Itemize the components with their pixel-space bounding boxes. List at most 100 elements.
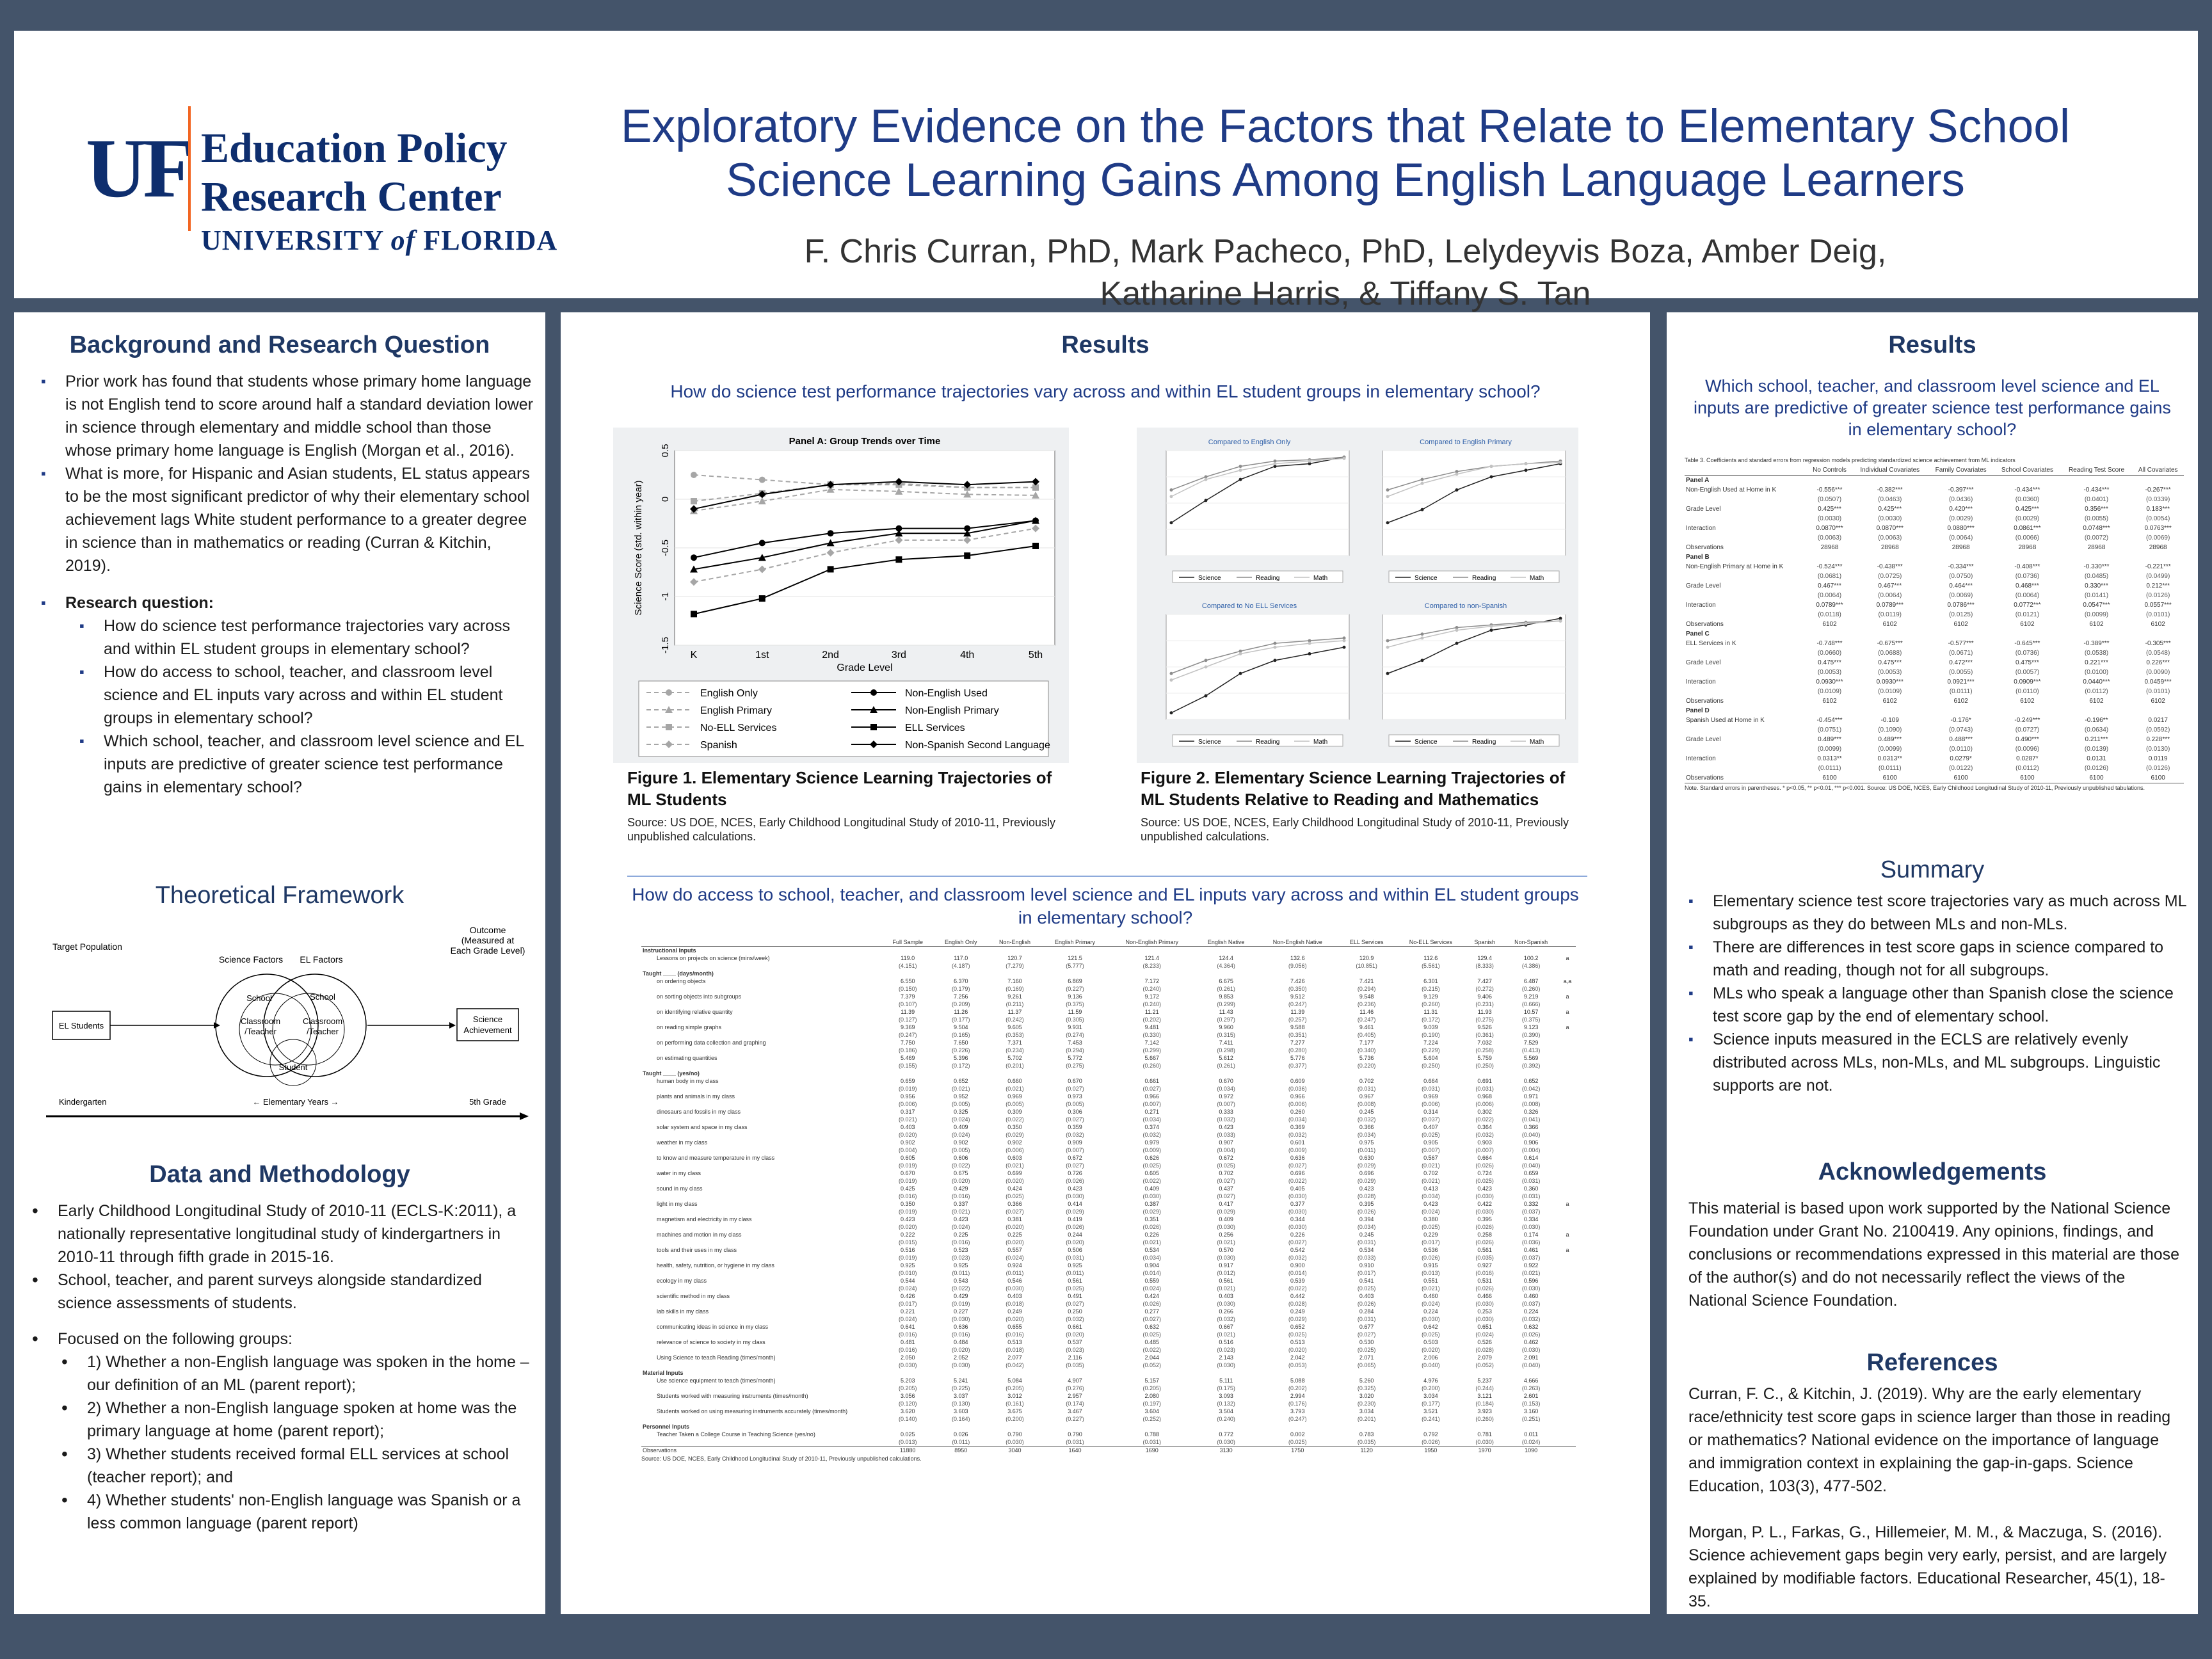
table-cell: (0.0111) bbox=[1878, 765, 1902, 772]
table-cell bbox=[1559, 1116, 1576, 1123]
table-cell: 9.039 bbox=[1423, 1024, 1438, 1030]
table-2-row-label: Students worked with measuring instrumen… bbox=[657, 1393, 808, 1399]
table-cell: 2.601 bbox=[1523, 1393, 1539, 1399]
table-cell: 7.427 bbox=[1477, 978, 1492, 984]
table-row-se: (0.140) (0.164) (0.200) (0.227) (0.252) (0.24… bbox=[641, 1415, 1576, 1423]
table-cell: 0.724 bbox=[1477, 1170, 1492, 1176]
table-cell: (0.027) bbox=[1142, 1316, 1161, 1322]
table-cell: (0.024) bbox=[1006, 1254, 1024, 1261]
table-cell: (0.0063) bbox=[1817, 534, 1842, 541]
table-cell: 0.011 bbox=[1524, 1431, 1539, 1438]
table-2-column-header: Non-English bbox=[988, 938, 1042, 947]
table-2-row-label: on ordering objects bbox=[657, 978, 706, 984]
logo-mark: UF bbox=[86, 121, 195, 215]
legend-marker bbox=[666, 724, 672, 730]
table-cell bbox=[641, 1116, 882, 1123]
table-cell: (0.197) bbox=[1142, 1400, 1161, 1407]
references-list: Curran, F. C., & Kitchin, J. (2019). Why… bbox=[1688, 1382, 2181, 1613]
table-cell: (0.0055) bbox=[1949, 669, 1973, 676]
legend-box bbox=[638, 680, 1049, 757]
table-2-column-header: Non-English Primary bbox=[1108, 938, 1196, 947]
table-2-significance bbox=[1559, 1154, 1576, 1162]
table-cell: (0.034) bbox=[1142, 1254, 1161, 1261]
table-cell bbox=[641, 1046, 882, 1054]
table-cell: (0.200) bbox=[1006, 1416, 1024, 1422]
table-cell: (0.030) bbox=[1475, 1193, 1494, 1199]
table-row-se: (0.019) (0.021) (0.027) (0.029) (0.029) (0.02… bbox=[641, 1208, 1576, 1215]
table-cell bbox=[1685, 668, 1807, 677]
table-cell: (0.240) bbox=[1217, 1416, 1235, 1422]
table-cell: (0.030) bbox=[1288, 1193, 1307, 1199]
table-cell: 7.411 bbox=[1219, 1039, 1233, 1046]
table-cell: 0.256 bbox=[1219, 1231, 1233, 1238]
table-cell: 119.0 bbox=[901, 955, 915, 961]
table-cell: 0.534 bbox=[1144, 1247, 1159, 1253]
table-cell: (4.386) bbox=[1521, 963, 1541, 969]
table-2-section-row: Instructional Inputs bbox=[641, 947, 1576, 955]
table-2-row-label: machines and motion in my class bbox=[657, 1231, 742, 1238]
table-cell: 0.489*** bbox=[1878, 736, 1902, 743]
table-cell: 0.630 bbox=[1359, 1155, 1374, 1161]
table-2-row-label: on sorting objects into subgroups bbox=[657, 993, 742, 1000]
table-cell: 9.123 bbox=[1523, 1024, 1539, 1030]
table-cell: 9.588 bbox=[1290, 1024, 1305, 1030]
table-3-row-label: Observations bbox=[1686, 698, 1724, 705]
table-cell: (0.0126) bbox=[2146, 765, 2170, 772]
table-cell: (0.021) bbox=[1217, 1285, 1235, 1292]
table-cell: (0.0736) bbox=[2015, 650, 2040, 657]
table-cell: (0.024) bbox=[898, 1316, 917, 1322]
table-2-significance bbox=[1559, 1431, 1576, 1438]
table-cell: 6102 bbox=[1822, 698, 1837, 705]
table-3-row-label: Non-English Used at Home in K bbox=[1686, 486, 1777, 493]
table-cell: (0.165) bbox=[952, 1032, 970, 1038]
table-cell: (0.201) bbox=[1006, 1062, 1024, 1069]
table-cell bbox=[641, 1085, 882, 1093]
table-cell bbox=[641, 985, 882, 993]
table-cell bbox=[641, 1400, 882, 1407]
table-cell: (0.020) bbox=[952, 1178, 970, 1184]
table-cell: 0.546 bbox=[1007, 1278, 1022, 1284]
series-line bbox=[1171, 456, 1345, 524]
data-point bbox=[1420, 477, 1424, 481]
table-cell: (0.031) bbox=[1521, 1193, 1541, 1199]
table-row: Grade Level 0.467*** 0.467*** 0.464*** 0.468… bbox=[1685, 581, 2184, 591]
table-cell: 0.366 bbox=[1007, 1201, 1022, 1207]
y-axis-label: Science Score (std. within year) bbox=[633, 481, 644, 616]
chart-title: Panel A: Group Trends over Time bbox=[789, 436, 941, 447]
table-2-column-header: Non-Spanish bbox=[1503, 938, 1560, 947]
table-row: ELL Services in K -0.748*** -0.675*** -0.57… bbox=[1685, 639, 2184, 648]
table-cell: 132.6 bbox=[1290, 955, 1305, 961]
table-cell: 2.042 bbox=[1290, 1354, 1305, 1361]
table-cell: 0.472*** bbox=[1949, 659, 1973, 666]
legend-label: English Only bbox=[700, 688, 758, 699]
table-cell: (0.024) bbox=[1422, 1301, 1440, 1307]
table-cell: (0.179) bbox=[952, 986, 970, 992]
table-cell: 1750 bbox=[1256, 1446, 1338, 1454]
table-cell: 3.793 bbox=[1290, 1408, 1305, 1415]
data-point bbox=[826, 539, 835, 547]
table-cell: 0.224 bbox=[1523, 1308, 1539, 1315]
background-heading: Background and Research Question bbox=[69, 332, 490, 358]
ack-heading: Acknowledgements bbox=[1818, 1158, 2047, 1185]
table-cell: (0.0072) bbox=[2084, 534, 2109, 541]
table-cell: 3.923 bbox=[1477, 1408, 1492, 1415]
table-cell: 2.006 bbox=[1423, 1354, 1438, 1361]
table-cell: (0.230) bbox=[1357, 1400, 1376, 1407]
table-cell bbox=[641, 1177, 882, 1185]
data-point bbox=[1420, 508, 1424, 511]
table-cell: (0.025) bbox=[1142, 1331, 1161, 1338]
table-cell: 0.641 bbox=[900, 1324, 915, 1330]
table-cell: 0.907 bbox=[1219, 1139, 1233, 1146]
reference-item: Curran, F. C., & Kitchin, J. (2019). Why… bbox=[1688, 1385, 2171, 1495]
table-cell: (0.026) bbox=[1475, 1224, 1494, 1230]
table-cell: (0.227) bbox=[1066, 986, 1084, 992]
table-cell: (0.029) bbox=[1142, 1208, 1161, 1215]
data-point bbox=[1308, 652, 1311, 655]
table-cell: 0.337 bbox=[954, 1201, 968, 1207]
table-row: communicating ideas in science in my cla… bbox=[641, 1323, 1576, 1331]
table-cell: 0.460 bbox=[1523, 1293, 1539, 1299]
table-cell: (0.0688) bbox=[1878, 650, 1902, 657]
table-cell: 28968 bbox=[1952, 544, 1970, 551]
data-point bbox=[895, 525, 902, 532]
table-cell: 0.420*** bbox=[1949, 506, 1973, 513]
